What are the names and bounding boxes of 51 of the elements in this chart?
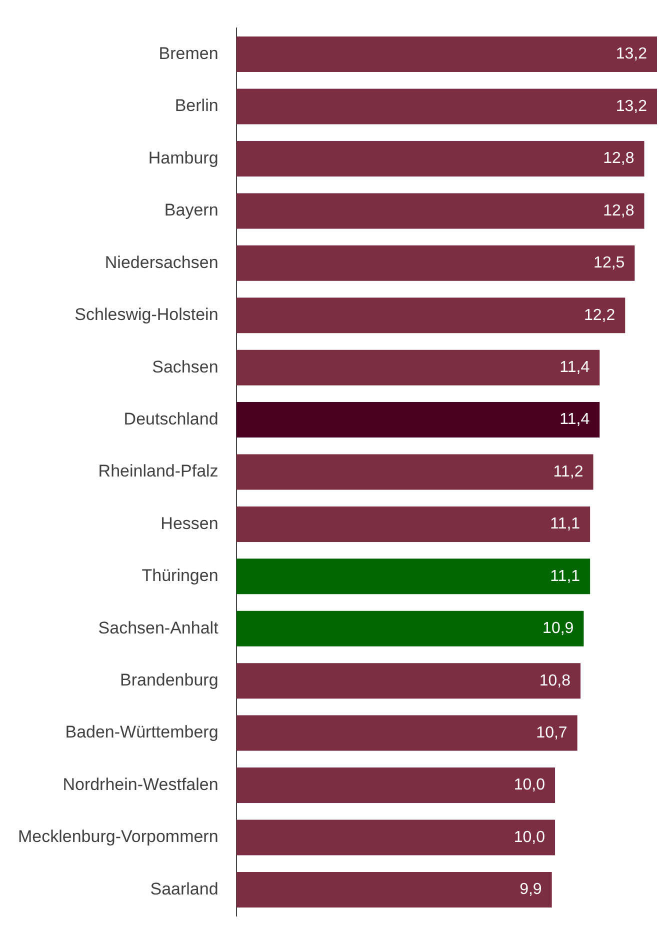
bar — [236, 298, 626, 334]
data-label: 12,8 — [603, 202, 634, 220]
data-label: 13,2 — [616, 46, 648, 63]
bar — [236, 36, 657, 72]
y-tick-label: Mecklenburg-Vorpommern — [18, 827, 218, 846]
bar — [236, 820, 556, 856]
data-label: 10,8 — [539, 672, 571, 690]
data-label: 13,2 — [616, 98, 648, 115]
y-tick-label: Rheinland-Pfalz — [98, 462, 218, 481]
y-tick-label: Hamburg — [148, 148, 218, 168]
y-tick-label: Baden-Württemberg — [65, 722, 218, 742]
bar — [236, 663, 581, 699]
bar — [236, 768, 556, 804]
data-label: 10,0 — [514, 828, 546, 846]
y-tick-label: Schleswig-Holstein — [74, 305, 218, 324]
bar — [236, 610, 584, 646]
data-label: 9,9 — [520, 881, 542, 898]
bar — [236, 245, 635, 281]
data-label: 12,8 — [603, 150, 634, 168]
bar — [236, 350, 600, 386]
data-label: 12,5 — [594, 254, 625, 272]
data-label: 10,9 — [542, 620, 574, 638]
y-tick-label: Hessen — [160, 514, 218, 533]
data-label: 11,1 — [550, 568, 580, 585]
bar — [236, 88, 657, 124]
data-label: 11,4 — [560, 411, 590, 428]
y-tick-label: Bayern — [164, 200, 218, 220]
data-label: 10,0 — [514, 776, 546, 794]
y-tick-label: Bremen — [158, 44, 218, 63]
data-label: 11,2 — [553, 463, 584, 480]
data-label: 11,4 — [560, 358, 590, 376]
bar — [236, 140, 644, 176]
y-tick-label: Brandenburg — [120, 670, 218, 690]
bar — [236, 454, 594, 490]
y-tick-label: Sachsen — [152, 357, 218, 376]
y-tick-label: Berlin — [174, 96, 218, 116]
y-tick-label: Saarland — [150, 879, 218, 898]
bar — [236, 506, 590, 542]
y-tick-label: Deutschland — [124, 409, 218, 428]
y-tick-label: Sachsen-Anhalt — [98, 618, 219, 638]
bar — [236, 872, 552, 908]
y-tick-label: Nordrhein-Westfalen — [62, 774, 218, 794]
bar — [236, 193, 644, 229]
bar — [236, 715, 578, 751]
bar — [236, 402, 600, 438]
y-tick-label: Niedersachsen — [104, 252, 218, 272]
data-label: 11,1 — [550, 516, 580, 533]
bar — [236, 558, 590, 594]
data-label: 10,7 — [536, 724, 568, 742]
y-tick-label: Thüringen — [142, 566, 218, 586]
data-label: 12,2 — [584, 306, 616, 324]
